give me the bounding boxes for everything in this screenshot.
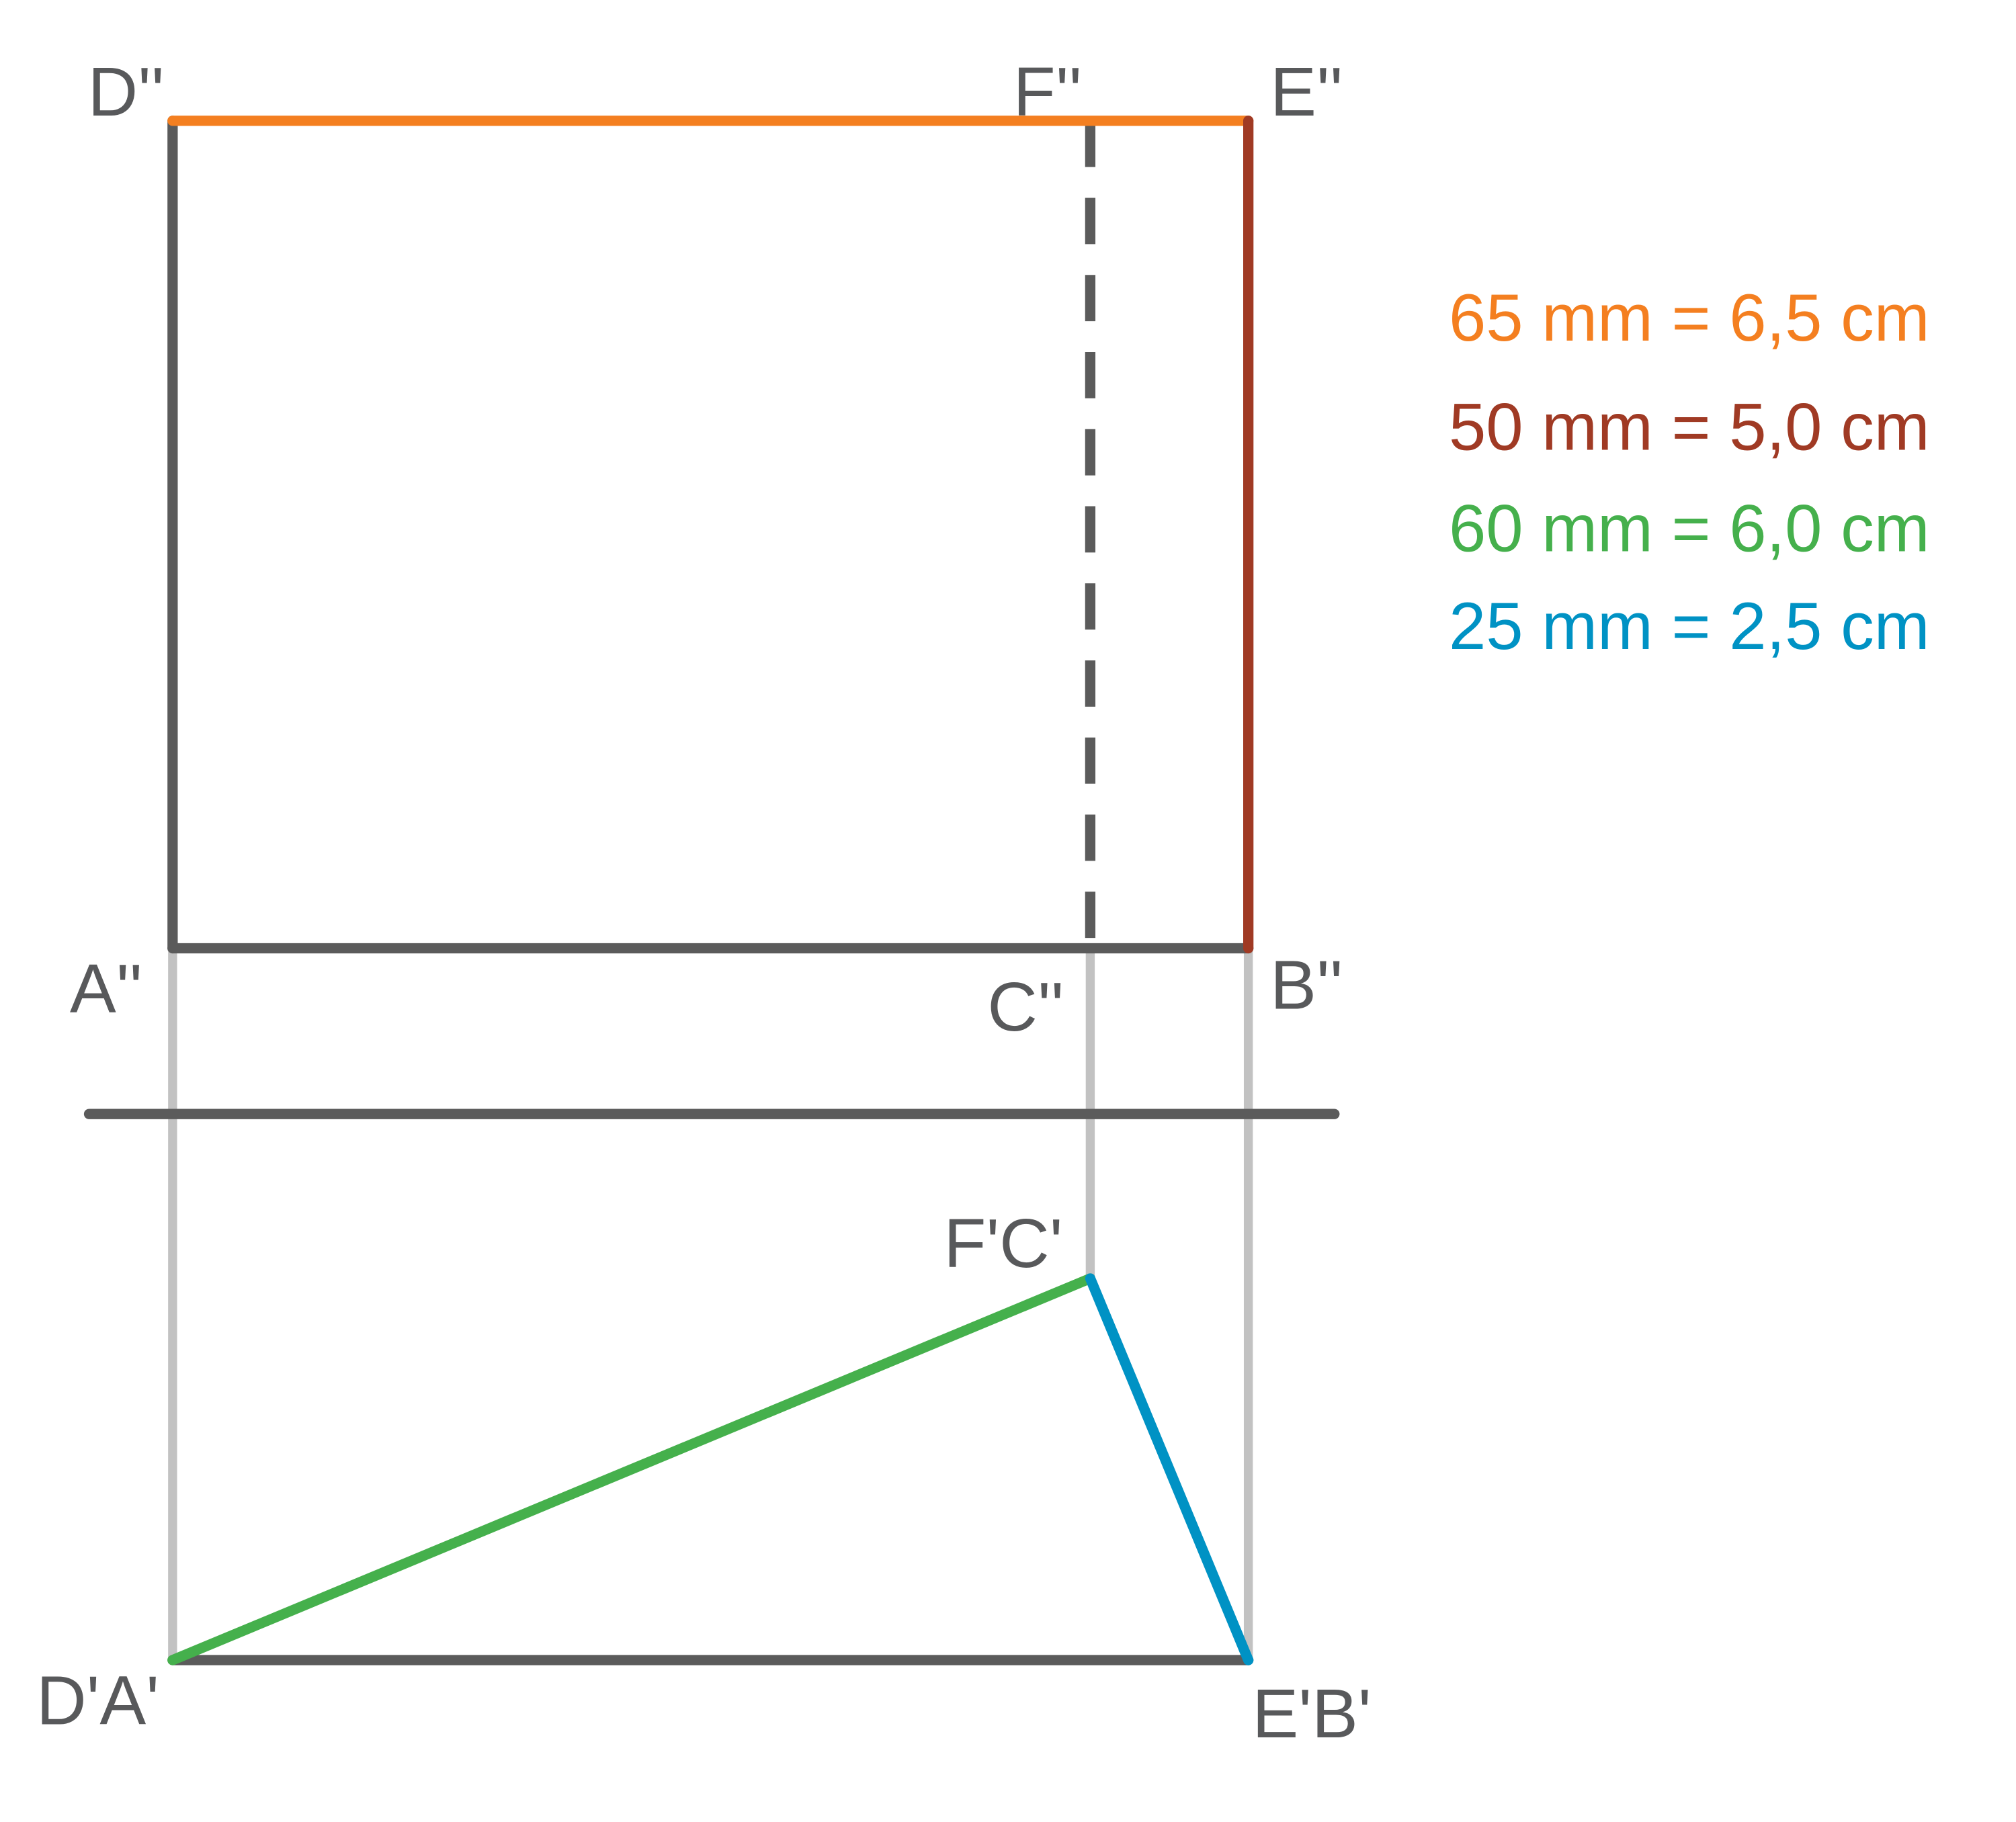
legend-entry: 65 mm = 6,5 cm bbox=[1449, 281, 1930, 355]
point-label: D'' bbox=[88, 53, 165, 130]
point-label: E'B' bbox=[1252, 1675, 1371, 1752]
point-label: D'A' bbox=[36, 1662, 159, 1739]
legend-entry: 50 mm = 5,0 cm bbox=[1449, 390, 1930, 464]
point-label: B'' bbox=[1270, 946, 1343, 1023]
edge-25 bbox=[1085, 1273, 1254, 1665]
point-label: E'' bbox=[1270, 53, 1343, 130]
point-label: F'' bbox=[1013, 53, 1083, 130]
legend-entry: 25 mm = 2,5 cm bbox=[1449, 589, 1930, 664]
point-label: C'' bbox=[987, 968, 1064, 1045]
point-label: F'C' bbox=[943, 1205, 1062, 1282]
edge-60 bbox=[167, 1273, 1096, 1665]
construction-lines bbox=[83, 116, 1340, 1665]
legend-entry: 60 mm = 6,0 cm bbox=[1449, 491, 1930, 566]
point-label: A'' bbox=[70, 950, 142, 1027]
